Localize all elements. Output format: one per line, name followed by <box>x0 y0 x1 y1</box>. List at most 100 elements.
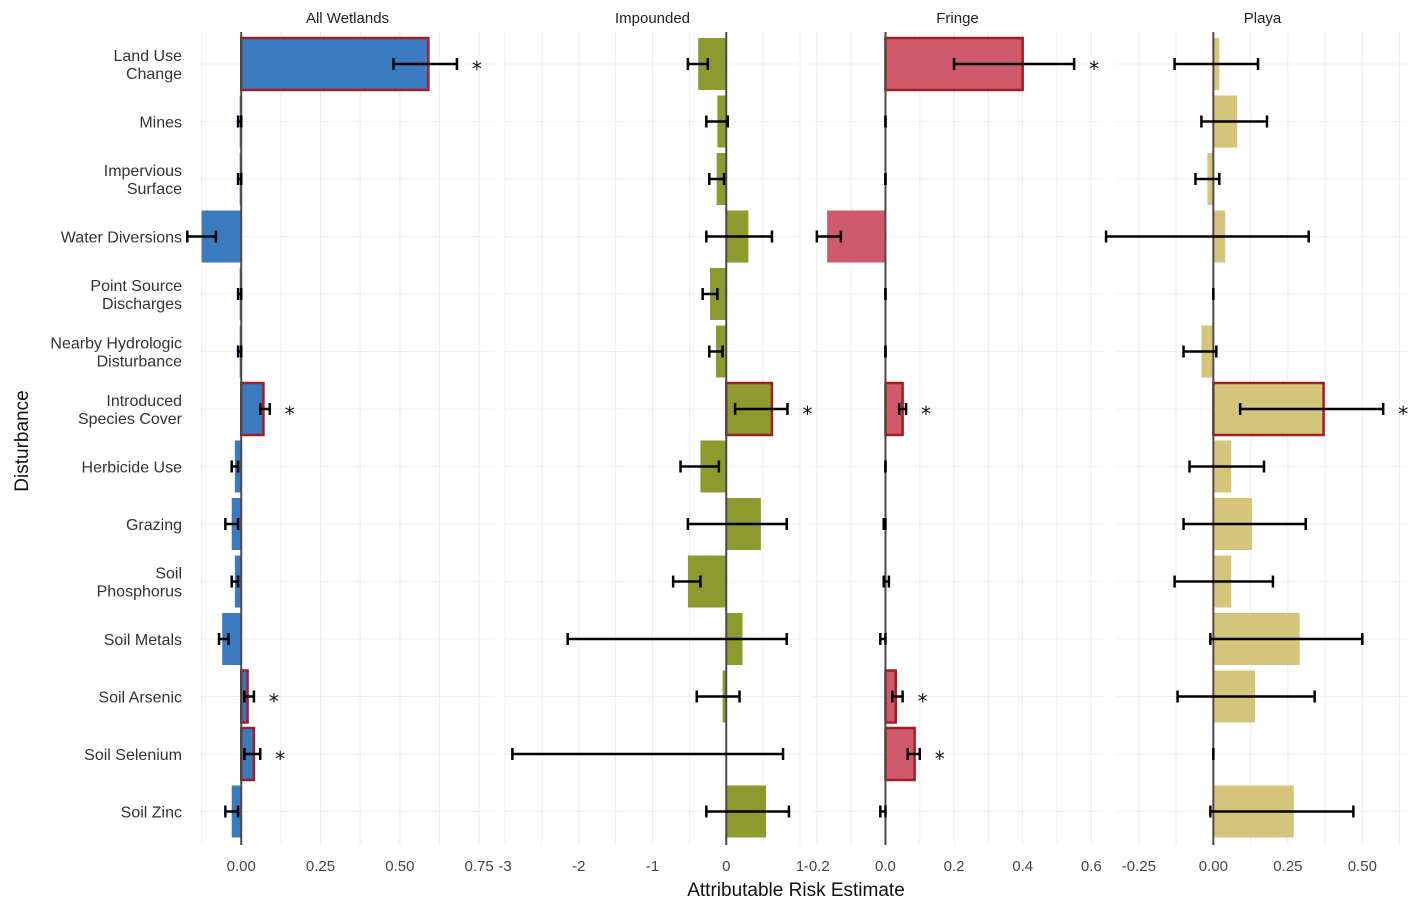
x-tick-label: -0.25 <box>1122 858 1156 875</box>
category-label: Soil Arsenic <box>98 690 182 707</box>
category-label: Herbicide Use <box>82 460 183 477</box>
category-label-line: Water Diversions <box>61 230 182 247</box>
x-tick-label: 0.50 <box>1348 858 1377 875</box>
error-bar <box>230 460 240 473</box>
significance-marker: * <box>472 57 482 81</box>
x-tick-label: 1 <box>796 858 804 875</box>
x-tick-label: 0.50 <box>385 858 414 875</box>
error-bar <box>705 115 729 128</box>
error-bar <box>882 575 891 588</box>
error-bar <box>906 748 922 760</box>
x-tick-label: 0.00 <box>1199 858 1228 875</box>
x-tick-label: 0 <box>722 858 730 875</box>
category-label-line: Surface <box>127 181 182 198</box>
error-bar <box>1182 345 1218 358</box>
significance-marker: * <box>1398 402 1408 426</box>
error-bar <box>243 690 256 703</box>
x-tick-label: 0.25 <box>306 858 335 875</box>
category-label: Mines <box>139 115 182 132</box>
error-bar <box>236 115 243 128</box>
category-label-line: Soil Zinc <box>121 805 182 822</box>
category-label: Introduced Species Cover <box>78 393 183 428</box>
category-label-line: Mines <box>139 115 182 132</box>
error-bar <box>882 518 887 530</box>
significance-marker: * <box>275 747 285 771</box>
x-tick-label: 0.4 <box>1012 858 1033 875</box>
error-bar <box>1238 403 1385 415</box>
significance-marker: * <box>269 690 279 714</box>
category-label: Grazing <box>126 517 182 534</box>
error-bar <box>224 518 240 530</box>
error-bar <box>224 805 240 818</box>
category-label-line: Impervious <box>104 163 182 180</box>
x-tick-label: 0.0 <box>875 858 896 875</box>
x-tick-label: 0.00 <box>227 858 256 875</box>
error-bar <box>705 230 774 243</box>
x-axis-title: Attributable Risk Estimate <box>687 880 905 900</box>
category-label: Soil Zinc <box>121 805 182 822</box>
error-bar <box>1173 575 1275 588</box>
error-bar <box>708 173 726 185</box>
bar <box>222 613 242 665</box>
error-bar <box>1194 173 1221 185</box>
error-bar <box>511 748 785 760</box>
panel-title: Impounded <box>615 10 690 27</box>
error-bar <box>701 288 719 300</box>
category-label-line: Discharges <box>102 296 182 313</box>
category-label-line: Phosphorus <box>97 584 182 601</box>
x-tick-label: 0.75 <box>465 858 494 875</box>
error-bar <box>1209 633 1364 645</box>
error-bar <box>897 403 908 415</box>
error-bar <box>952 58 1076 70</box>
error-bar <box>259 403 272 415</box>
significance-marker: * <box>285 402 295 426</box>
category-label: Soil Metals <box>104 632 182 649</box>
error-bar <box>217 633 230 645</box>
panel-title: Playa <box>1244 10 1282 27</box>
significance-marker: * <box>918 690 928 714</box>
category-label: Point Source Discharges <box>90 278 182 313</box>
category-label-line: Nearby Hydrologic <box>50 336 182 353</box>
category-label: Impervious Surface <box>104 163 182 198</box>
category-label: Soil Phosphorus <box>97 566 182 601</box>
error-bar <box>1182 518 1307 530</box>
error-bar <box>686 58 710 70</box>
category-label-line: Disturbance <box>97 354 182 371</box>
category-label-line: Land Use <box>114 48 183 65</box>
error-bar <box>1176 690 1316 703</box>
x-tick-label: -2 <box>572 858 585 875</box>
panel-3: Playa -0.25 0.00 0.25 0.50 * <box>1104 10 1408 875</box>
significance-marker: * <box>1089 57 1099 81</box>
category-label-line: Introduced <box>106 393 182 410</box>
panel-2: Fringe -0.2 0.0 0.2 0.4 0.6 * * * * <box>804 10 1102 875</box>
error-bar <box>891 690 904 703</box>
y-axis-title: Disturbance <box>12 390 33 491</box>
panel-title: Fringe <box>936 10 979 27</box>
category-labels: Land Use Change Mines Impervious Surface Wate… <box>50 48 182 822</box>
error-bar <box>815 230 843 243</box>
error-bar <box>230 575 240 588</box>
error-bar <box>1173 58 1260 70</box>
error-bar <box>236 345 243 358</box>
category-label-line: Soil Metals <box>104 632 182 649</box>
error-bar <box>695 690 741 703</box>
error-bar <box>236 173 243 185</box>
error-bar <box>679 460 721 473</box>
significance-marker: * <box>935 747 945 771</box>
category-label: Water Diversions <box>61 230 182 247</box>
x-tick-label: 0.25 <box>1273 858 1302 875</box>
category-label-line: Soil Selenium <box>84 747 182 764</box>
category-label: Nearby Hydrologic Disturbance <box>50 336 182 371</box>
error-bar <box>1104 230 1310 243</box>
error-bar <box>671 575 702 588</box>
category-label-line: Herbicide Use <box>82 460 183 477</box>
x-tick-label: 0.2 <box>944 858 965 875</box>
error-bar <box>705 805 791 818</box>
x-tick-label: -1 <box>646 858 659 875</box>
error-bar <box>243 748 262 760</box>
error-bar <box>686 518 788 530</box>
category-label: Land Use Change <box>114 48 183 83</box>
panel-0: All Wetlands 0.00 0.25 0.50 0.75 * * * * <box>186 10 494 875</box>
